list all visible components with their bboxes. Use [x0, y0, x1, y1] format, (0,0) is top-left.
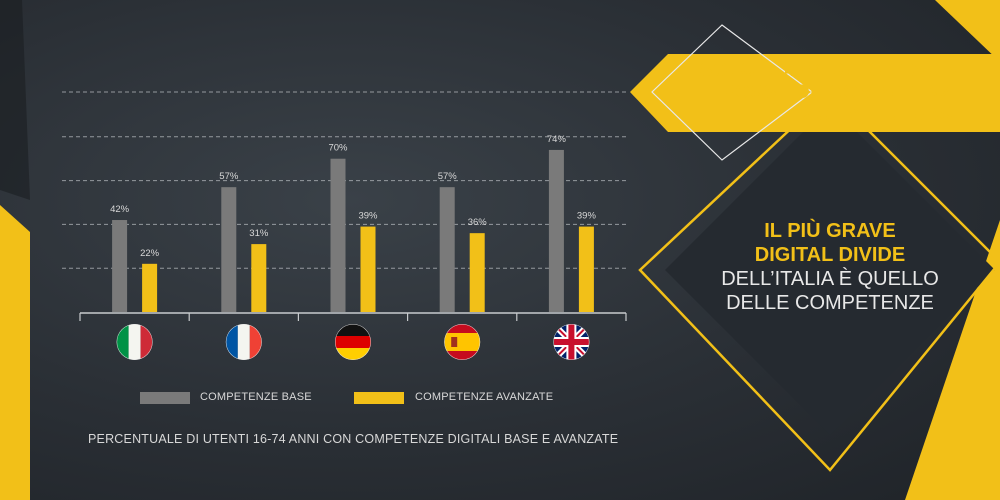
- diamond-line-3: DELL’ITALIA È QUELLO: [721, 268, 939, 290]
- bar-base-4: [439, 187, 455, 312]
- bar-base-label-2: 57%: [219, 171, 239, 182]
- callout-line-1: SOLO IL 42% DEI CITTADINI: [699, 60, 966, 81]
- bar-base-label-3: 70%: [328, 143, 348, 154]
- stripe-left-decoration: [0, 0, 30, 200]
- diamond-shape: [665, 105, 995, 435]
- callout-line-2: POSSIEDE COMPETENZE: [722, 82, 966, 103]
- bar-chart: 42% 22% 57% 31% 70% 39% 57% 36% 74% 39%: [62, 91, 627, 360]
- callout-banner: [630, 54, 1000, 132]
- legend-label-base: COMPETENZE BASE: [200, 391, 312, 403]
- bar-advanced-4: [469, 233, 485, 312]
- spain-flag-icon: [444, 324, 481, 360]
- bar-advanced-label-1: 22%: [140, 248, 160, 259]
- callout-title: SOLO IL 42% DEI CITTADINI POSSIEDE COMPE…: [666, 60, 966, 126]
- bar-advanced-1: [142, 263, 158, 312]
- italy-flag-icon: [116, 324, 153, 360]
- corner-top-right-decoration: [935, 0, 1000, 62]
- legend-swatch-base: [140, 392, 190, 404]
- diamond-message: IL PIÙ GRAVE DIGITAL DIVIDE DELL’ITALIA …: [715, 219, 945, 315]
- diamond-line-1: IL PIÙ GRAVE: [764, 220, 896, 242]
- legend: [140, 392, 404, 404]
- corner-left-decoration: [0, 205, 30, 500]
- diamond-outline: [638, 90, 1000, 472]
- bar-advanced-label-3: 39%: [358, 211, 378, 222]
- callout-line-3: DIGITALI DI BASE: [795, 104, 966, 125]
- uk-flag-icon: [553, 324, 590, 360]
- bar-base-3: [330, 158, 346, 312]
- bar-advanced-label-4: 36%: [468, 217, 488, 228]
- bar-base-2: [221, 187, 237, 312]
- callout-frame: [651, 24, 814, 161]
- bar-base-label-4: 57%: [438, 171, 458, 182]
- bar-advanced-3: [360, 226, 376, 312]
- bar-advanced-5: [578, 226, 594, 312]
- legend-swatch-advanced: [354, 392, 404, 404]
- diamond-line-2: DIGITAL DIVIDE: [754, 244, 906, 266]
- bar-advanced-label-5: 39%: [577, 211, 597, 222]
- bar-base-5: [548, 149, 564, 312]
- france-flag-icon: [225, 324, 262, 360]
- bar-base-label-5: 74%: [547, 134, 567, 145]
- bar-base-1: [112, 220, 128, 312]
- germany-flag-icon: [335, 324, 371, 360]
- bar-advanced-2: [251, 244, 267, 312]
- bar-base-label-1: 42%: [110, 204, 130, 215]
- bar-advanced-label-2: 31%: [249, 228, 269, 239]
- diamond-line-4: DELLE COMPETENZE: [726, 292, 934, 314]
- legend-label-advanced: COMPETENZE AVANZATE: [415, 391, 554, 403]
- chart-caption: PERCENTUALE DI UTENTI 16-74 ANNI CON COM…: [88, 432, 619, 446]
